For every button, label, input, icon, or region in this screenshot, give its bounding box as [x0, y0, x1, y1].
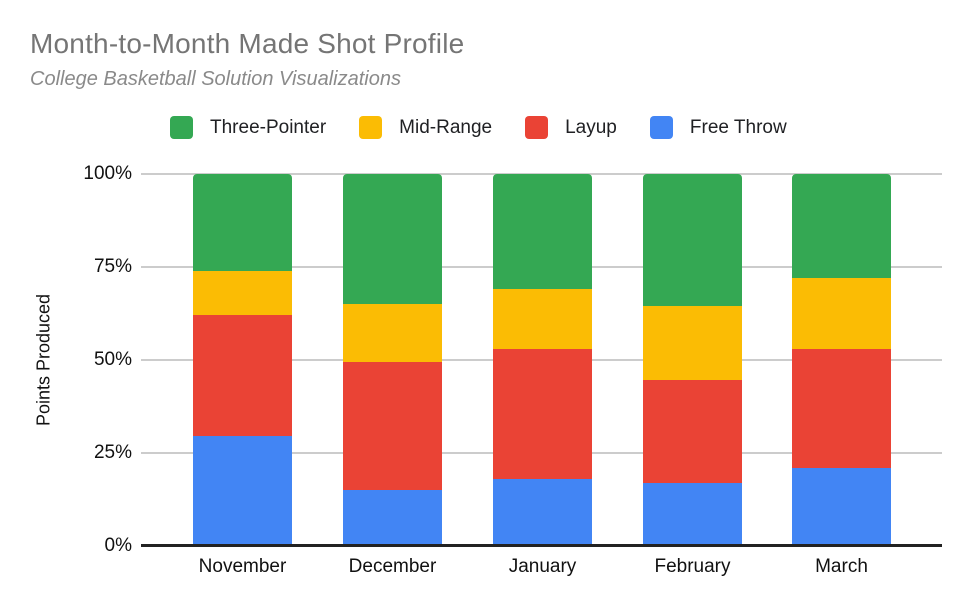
- x-axis-label-december: December: [348, 556, 437, 577]
- legend-label: Three-Pointer: [210, 116, 327, 138]
- bar-segment-three-pointer-november[interactable]: [193, 174, 292, 271]
- bar-segment-layup-march[interactable]: [792, 348, 891, 468]
- plot-area: [141, 173, 942, 547]
- y-tick-label-75: 75%: [93, 256, 132, 277]
- chart-subtitle: College Basketball Solution Visualizatio…: [30, 68, 401, 90]
- legend-item-free-throw: Free Throw: [649, 116, 787, 139]
- legend-label: Free Throw: [689, 116, 787, 138]
- bar-segment-free-throw-march[interactable]: [792, 467, 891, 546]
- bar-segment-free-throw-february[interactable]: [643, 482, 742, 546]
- legend-label: Mid-Range: [399, 116, 493, 138]
- legend-swatch-free-throw: [649, 116, 673, 139]
- y-tick-label-100: 100%: [83, 163, 132, 184]
- bar-segment-layup-february[interactable]: [643, 380, 742, 483]
- x-axis-label-january: January: [508, 556, 577, 577]
- x-axis-label-february: February: [654, 556, 731, 577]
- gridline-100: [141, 173, 942, 175]
- bar-segment-mid-range-november[interactable]: [193, 270, 292, 316]
- legend-item-three-pointer: Three-Pointer: [170, 116, 326, 139]
- bar-segment-free-throw-november[interactable]: [193, 436, 292, 546]
- bar-segment-layup-january[interactable]: [493, 348, 592, 480]
- y-tick-label-50: 50%: [93, 349, 132, 370]
- x-axis-label-november: November: [198, 556, 287, 577]
- legend-swatch-mid-range: [359, 116, 383, 139]
- legend: Three-Pointer Mid-Range Layup Free Throw: [170, 116, 787, 139]
- x-axis-baseline: [141, 544, 942, 547]
- chart-title: Month-to-Month Made Shot Profile: [30, 28, 465, 59]
- bar-segment-three-pointer-march[interactable]: [792, 174, 891, 279]
- bar-column-february: [643, 174, 742, 546]
- y-tick-label-0: 0%: [104, 535, 132, 556]
- bar-column-january: [493, 174, 592, 546]
- legend-label: Layup: [565, 116, 617, 138]
- legend-item-layup: Layup: [525, 116, 617, 139]
- bar-segment-layup-december[interactable]: [343, 361, 442, 491]
- bar-segment-free-throw-january[interactable]: [493, 479, 592, 546]
- bar-column-march: [792, 174, 891, 546]
- y-tick-label-25: 25%: [93, 442, 132, 463]
- bar-segment-three-pointer-january[interactable]: [493, 174, 592, 290]
- bar-column-december: [343, 174, 442, 546]
- bar-segment-mid-range-february[interactable]: [643, 306, 742, 381]
- bar-segment-mid-range-march[interactable]: [792, 278, 891, 349]
- legend-swatch-layup: [525, 116, 549, 139]
- bar-segment-free-throw-december[interactable]: [343, 490, 442, 546]
- bar-segment-layup-november[interactable]: [193, 315, 292, 437]
- legend-swatch-three-pointer: [170, 116, 193, 139]
- x-axis-label-march: March: [815, 556, 868, 577]
- legend-item-mid-range: Mid-Range: [359, 116, 492, 139]
- bar-segment-mid-range-january[interactable]: [493, 289, 592, 349]
- bar-column-november: [193, 174, 292, 546]
- bar-segment-three-pointer-february[interactable]: [643, 174, 742, 307]
- bar-segment-mid-range-december[interactable]: [343, 304, 442, 362]
- bar-segment-three-pointer-december[interactable]: [343, 174, 442, 305]
